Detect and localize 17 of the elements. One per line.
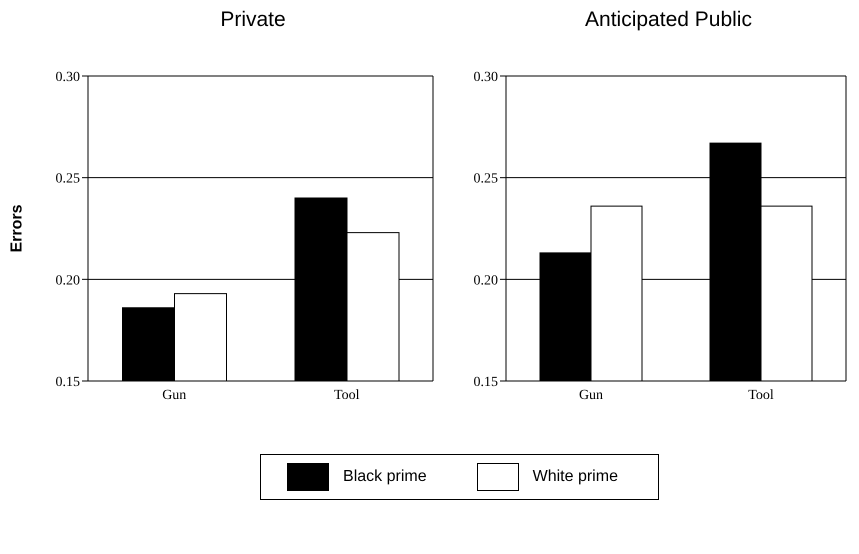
y-tick-label: 0.15 xyxy=(474,374,498,390)
y-tick-label: 0.20 xyxy=(474,273,498,288)
chart-title: Anticipated Public xyxy=(584,8,753,33)
y-tick-label: 0.30 xyxy=(474,70,498,85)
y-tick-label: 0.20 xyxy=(56,273,80,288)
y-tick-label: 0.15 xyxy=(56,374,80,390)
x-tick-label: Gun xyxy=(162,388,186,403)
x-tick-label: Gun xyxy=(578,388,604,403)
x-tick-label: Tool xyxy=(334,388,360,403)
y-tick-label: 0.30 xyxy=(56,70,80,85)
chart-title: Private xyxy=(219,8,287,33)
y-axis-title: Errors xyxy=(8,204,26,253)
legend-label: Black prime xyxy=(343,468,427,486)
y-tick-label: 0.25 xyxy=(56,172,80,187)
x-tick-label: Tool xyxy=(748,388,774,403)
y-tick-label: 0.25 xyxy=(474,172,498,187)
legend-label: White prime xyxy=(532,468,618,486)
